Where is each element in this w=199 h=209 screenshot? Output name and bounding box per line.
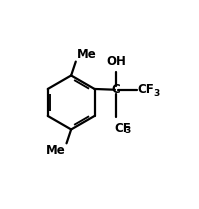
- Text: Me: Me: [77, 48, 96, 61]
- Text: C: C: [112, 83, 120, 96]
- Text: OH: OH: [106, 55, 126, 68]
- Text: CF: CF: [115, 122, 131, 135]
- Text: CF: CF: [138, 83, 154, 96]
- Text: 3: 3: [153, 89, 159, 98]
- Text: Me: Me: [46, 144, 66, 157]
- Text: 3: 3: [125, 126, 131, 135]
